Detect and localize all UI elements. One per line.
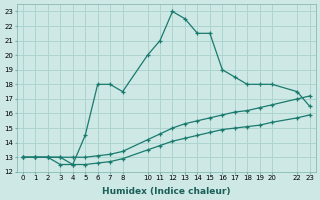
X-axis label: Humidex (Indice chaleur): Humidex (Indice chaleur)	[102, 187, 230, 196]
